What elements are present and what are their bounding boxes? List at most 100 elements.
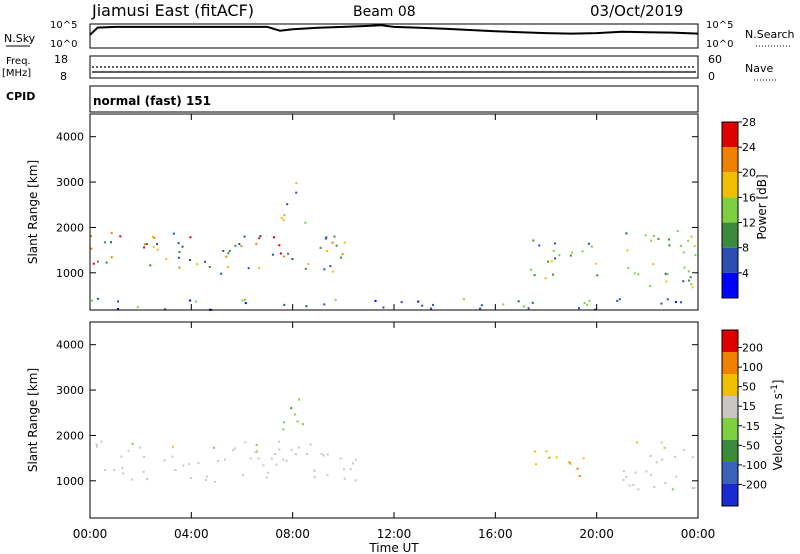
power-cell — [571, 251, 574, 254]
velocity-cell — [262, 464, 265, 467]
velocity-cell — [217, 460, 220, 463]
velocity-cell — [673, 455, 676, 458]
power-cell — [258, 237, 261, 240]
power-colorbar-tick: 20 — [742, 166, 756, 179]
freq-label: Freq. — [6, 56, 31, 67]
velocity-cell — [294, 453, 297, 456]
power-cell — [374, 299, 377, 302]
power-cell — [652, 235, 655, 237]
power-cell — [103, 241, 106, 244]
power-cell — [432, 303, 434, 306]
power-cell — [283, 214, 286, 217]
power-cell — [343, 241, 346, 244]
power-colorbar: 4 8 12 16 20 24 28 Power [dB] — [721, 116, 769, 299]
power-cell — [247, 267, 250, 270]
power-cell — [693, 245, 696, 248]
power-colorbar-tick: 8 — [742, 242, 749, 255]
power-cell — [240, 245, 243, 248]
power-cell — [523, 305, 525, 308]
power-cell — [153, 236, 156, 239]
power-cell — [156, 248, 159, 251]
power-cell — [152, 245, 155, 248]
power-cell — [241, 299, 244, 302]
velocity-cell — [352, 462, 354, 465]
power-cell — [550, 260, 553, 263]
power-cell — [664, 272, 667, 275]
power-cell — [143, 246, 146, 249]
time-tick-label: 12:00 — [377, 527, 412, 541]
velocity-cell — [293, 413, 296, 416]
power-cell — [146, 243, 148, 245]
velocity-cell — [244, 441, 247, 444]
noise-search-label: N.Search — [745, 28, 795, 41]
power-cell — [90, 235, 92, 238]
velocity-colorbar-tick: -15 — [742, 420, 760, 433]
velocity-ytick-label: 1000 — [56, 475, 84, 488]
power-colorbar-tick: 24 — [742, 141, 756, 154]
power-cell — [282, 255, 285, 258]
power-cell — [530, 268, 532, 271]
power-cell — [149, 264, 152, 267]
velocity-cell — [278, 448, 281, 451]
velocity-cell — [320, 452, 323, 455]
power-cell — [687, 239, 690, 242]
power-cell — [417, 300, 420, 303]
power-cell — [110, 256, 113, 259]
power-colorbar-tick: 12 — [742, 217, 756, 230]
power-cell — [547, 260, 550, 263]
power-cell — [569, 254, 572, 257]
power-cell — [553, 242, 556, 245]
velocity-cell — [171, 445, 174, 448]
velocity-cell — [309, 443, 312, 446]
power-cell — [331, 270, 334, 273]
velocity-cell — [354, 479, 357, 482]
velocity-colorbar-tick: -200 — [742, 478, 767, 491]
power-cell — [255, 242, 258, 245]
velocity-cell — [625, 476, 628, 479]
power-cell — [554, 257, 556, 260]
power-cell — [279, 252, 282, 255]
power-ytick-label: 2000 — [56, 221, 84, 234]
power-cell — [657, 237, 660, 240]
velocity-cell — [645, 470, 648, 473]
velocity-cell — [241, 474, 244, 477]
power-cell — [165, 257, 168, 260]
velocity-cell — [205, 475, 208, 478]
velocity-cell — [322, 454, 325, 457]
velocity-cell — [636, 441, 639, 444]
power-cell — [181, 245, 184, 248]
power-cell — [682, 280, 685, 283]
power-cell — [680, 301, 682, 304]
velocity-cell — [306, 452, 308, 455]
power-cell — [110, 232, 113, 235]
velocity-cell — [628, 484, 631, 487]
power-cell — [227, 266, 229, 268]
velocity-cell — [298, 398, 301, 401]
velocity-cell — [632, 484, 635, 486]
power-cell — [668, 244, 671, 247]
power-cell — [96, 260, 99, 263]
velocity-cell — [326, 453, 329, 456]
power-cell — [105, 261, 108, 264]
velocity-cell — [139, 446, 141, 449]
noise-panel: N.Sky 10^5 10^0 10^5 10^0 N.Search — [4, 20, 795, 50]
velocity-panel: 1000 2000 3000 4000 Slant Range [km] — [26, 321, 699, 519]
power-swatch — [722, 272, 738, 298]
power-cell — [527, 307, 530, 310]
power-cell — [552, 273, 555, 276]
time-axis-label: Time UT — [368, 541, 419, 554]
power-cell — [228, 249, 231, 252]
power-cell — [644, 234, 647, 237]
velocity-cell — [143, 456, 146, 458]
power-cell — [278, 244, 281, 247]
power-cell — [324, 237, 327, 240]
power-cell — [234, 244, 237, 247]
velocity-cell — [182, 464, 185, 467]
velocity-cell — [297, 446, 300, 449]
velocity-cell — [664, 482, 667, 484]
power-cell — [618, 298, 621, 301]
power-cell — [178, 266, 181, 269]
velocity-cell — [249, 457, 252, 460]
power-swatch — [722, 122, 738, 148]
velocity-cell — [275, 463, 278, 466]
